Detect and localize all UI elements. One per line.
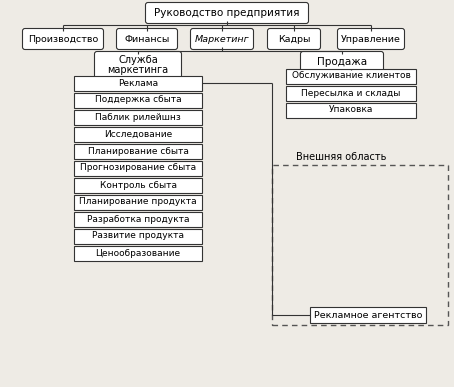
Text: Продажа: Продажа — [317, 57, 367, 67]
Text: Реклама: Реклама — [118, 79, 158, 87]
Text: Контроль сбыта: Контроль сбыта — [99, 180, 177, 190]
Bar — [74, 245, 202, 260]
Text: Поддержка сбыта: Поддержка сбыта — [95, 96, 181, 104]
Text: Обслуживание клиентов: Обслуживание клиентов — [291, 72, 410, 80]
Text: Финансы: Финансы — [124, 34, 170, 43]
Bar — [74, 195, 202, 209]
Bar — [74, 161, 202, 175]
Bar — [286, 68, 416, 84]
Text: Прогнозирование сбыта: Прогнозирование сбыта — [80, 163, 196, 173]
Text: Служба
маркетинга: Служба маркетинга — [108, 55, 168, 75]
FancyBboxPatch shape — [301, 51, 384, 72]
Text: Управление: Управление — [341, 34, 401, 43]
Text: Производство: Производство — [28, 34, 98, 43]
Bar — [74, 228, 202, 243]
FancyBboxPatch shape — [117, 29, 178, 50]
Bar — [74, 212, 202, 226]
Bar — [310, 307, 426, 323]
Bar — [74, 178, 202, 192]
Text: Пересылка и склады: Пересылка и склады — [301, 89, 401, 98]
FancyBboxPatch shape — [191, 29, 253, 50]
Bar — [74, 110, 202, 125]
Bar — [272, 165, 448, 325]
FancyBboxPatch shape — [23, 29, 104, 50]
Text: Маркетинг: Маркетинг — [195, 34, 249, 43]
Text: Разработка продукта: Разработка продукта — [87, 214, 189, 224]
Text: Руководство предприятия: Руководство предприятия — [154, 8, 300, 18]
Text: Рекламное агентство: Рекламное агентство — [314, 310, 422, 320]
FancyBboxPatch shape — [337, 29, 405, 50]
Bar — [74, 144, 202, 159]
Text: Кадры: Кадры — [278, 34, 310, 43]
Text: Планирование продукта: Планирование продукта — [79, 197, 197, 207]
FancyBboxPatch shape — [145, 2, 309, 24]
Bar — [74, 75, 202, 91]
Text: Планирование сбыта: Планирование сбыта — [88, 147, 188, 156]
Text: Исследование: Исследование — [104, 130, 172, 139]
FancyBboxPatch shape — [94, 51, 182, 79]
Bar — [286, 103, 416, 118]
Bar — [74, 92, 202, 108]
Text: Упаковка: Упаковка — [329, 106, 373, 115]
Text: Развитие продукта: Развитие продукта — [92, 231, 184, 240]
Text: Внешняя область: Внешняя область — [296, 152, 386, 162]
Bar — [74, 127, 202, 142]
Text: Паблик рилейшнз: Паблик рилейшнз — [95, 113, 181, 122]
FancyBboxPatch shape — [267, 29, 321, 50]
Text: Ценообразование: Ценообразование — [95, 248, 181, 257]
Bar — [286, 86, 416, 101]
